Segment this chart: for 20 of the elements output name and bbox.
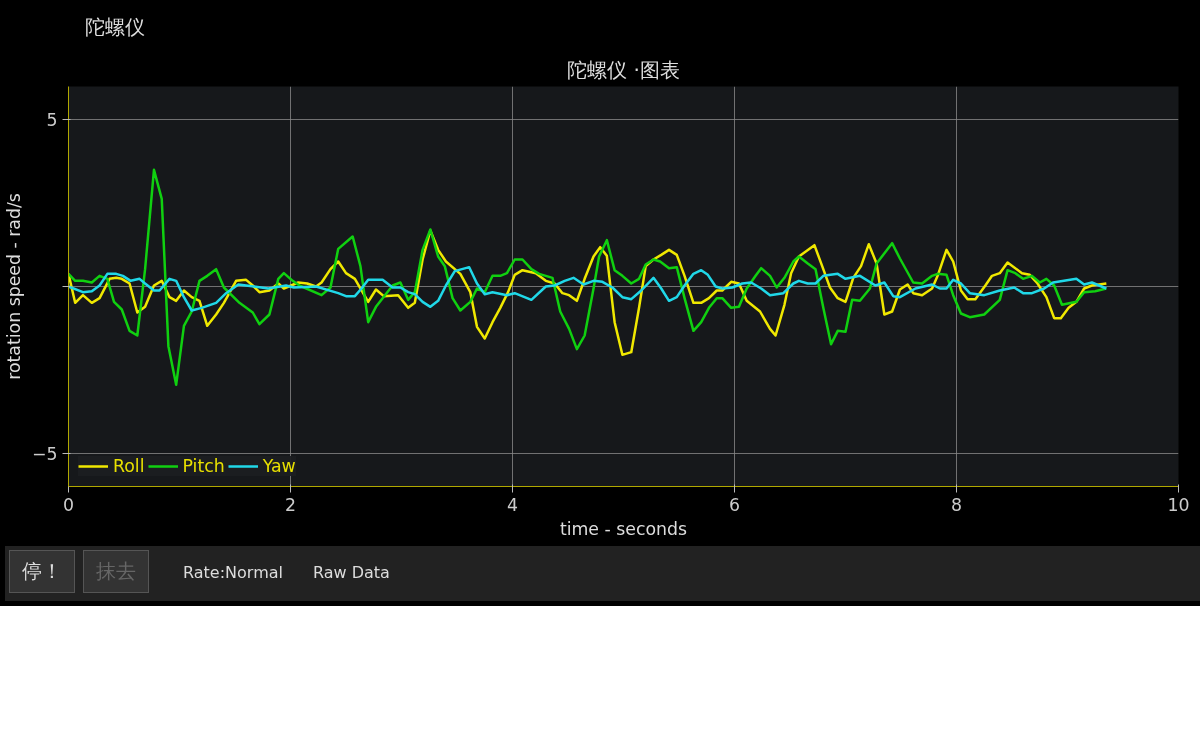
chart-title: 陀螺仪 ·图表: [567, 57, 680, 82]
y-axis-title: rotation speed - rad/s: [3, 193, 24, 380]
legend-label: Yaw: [262, 456, 296, 476]
text: 停！: [9, 550, 75, 593]
line-series: [68, 265, 1108, 312]
x-tick-label: 8: [950, 494, 963, 515]
text: 陀螺仪: [84, 15, 146, 40]
text: Rate:Normal: [183, 562, 283, 584]
x-axis-title: time - seconds: [559, 518, 688, 539]
y-tick-label: 5: [46, 110, 58, 131]
legend-label: Pitch: [182, 456, 225, 476]
x-tick-label: 4: [506, 494, 519, 515]
x-tick-label: 0: [62, 494, 75, 515]
line-series: [68, 168, 1108, 387]
legend-label: Roll: [113, 456, 145, 476]
y-tick-label: −5: [31, 443, 58, 464]
text: Raw Data: [312, 562, 390, 584]
x-tick-label: 6: [728, 494, 741, 515]
x-tick-label: 2: [284, 494, 297, 515]
x-tick-label: 10: [1167, 494, 1190, 515]
